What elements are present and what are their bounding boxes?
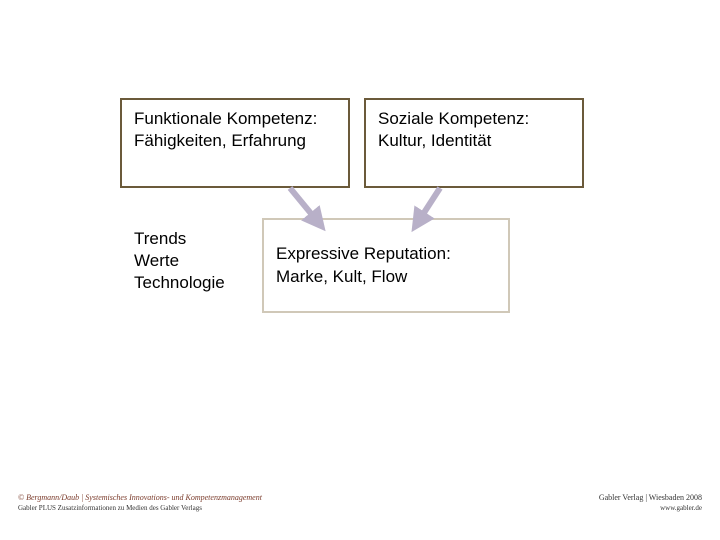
footer-right: Gabler Verlag | Wiesbaden 2008 www.gable…	[599, 493, 702, 512]
box-text-line: Funktionale Kompetenz:	[134, 108, 336, 130]
box-text-line: Werte	[134, 250, 236, 272]
box-text-line: Marke, Kult, Flow	[276, 266, 496, 288]
footer-left: © Bergmann/Daub | Systemisches Innovatio…	[18, 493, 262, 512]
box-funktionale-kompetenz: Funktionale Kompetenz: Fähigkeiten, Erfa…	[120, 98, 350, 188]
box-text-line: Kultur, Identität	[378, 130, 570, 152]
box-text-line: Fähigkeiten, Erfahrung	[134, 130, 336, 152]
footer-publisher: Gabler Verlag | Wiesbaden 2008	[599, 493, 702, 502]
arrow-funktionale-to-expressive	[290, 188, 318, 222]
box-trends-werte-technologie: Trends Werte Technologie	[120, 218, 250, 313]
footer-subtitle: Gabler PLUS Zusatzinformationen zu Medie…	[18, 504, 262, 512]
box-text-line: Soziale Kompetenz:	[378, 108, 570, 130]
box-expressive-reputation: Expressive Reputation: Marke, Kult, Flow	[262, 218, 510, 313]
arrow-soziale-to-expressive	[418, 188, 440, 222]
footer-copyright: © Bergmann/Daub | Systemisches Innovatio…	[18, 493, 262, 502]
box-soziale-kompetenz: Soziale Kompetenz: Kultur, Identität	[364, 98, 584, 188]
box-text-line: Technologie	[134, 272, 236, 294]
footer-url: www.gabler.de	[599, 504, 702, 512]
box-text-line: Trends	[134, 228, 236, 250]
box-text-line: Expressive Reputation:	[276, 243, 496, 265]
